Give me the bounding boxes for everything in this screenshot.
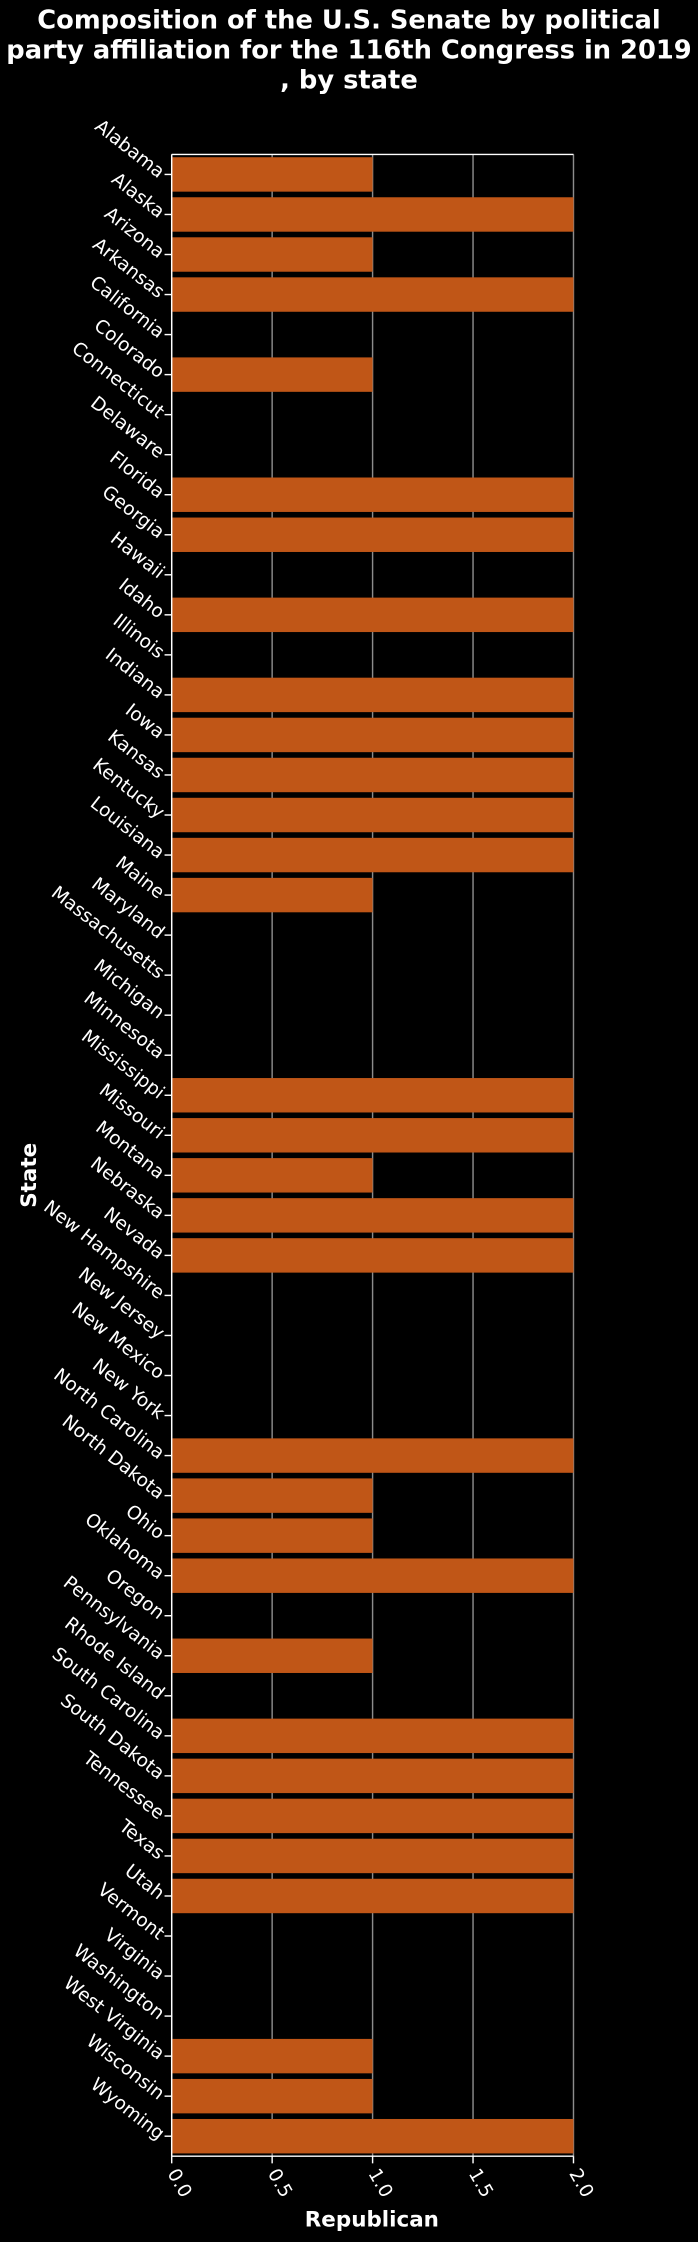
bar [171,1438,574,1473]
bar [171,197,574,232]
title-box: Composition of the U.S. Senate by politi… [6,5,692,96]
bar [171,597,574,633]
bar [171,477,574,512]
bar [171,2078,373,2114]
bar [171,1798,574,1834]
bar [171,1718,574,1754]
bar [171,277,574,312]
chart-title: Composition of the U.S. Senate by politi… [6,5,692,96]
bar [171,877,373,913]
bar [171,1198,574,1233]
bar [171,717,574,753]
bar [171,1558,574,1593]
bar [171,837,574,873]
bar [171,1478,373,1513]
bar [171,237,373,272]
bar [171,2038,373,2074]
bar [171,1758,574,1794]
x-axis-label: Republican [305,2208,439,2233]
bar [171,1838,574,1874]
bar [171,357,373,392]
bar [171,757,574,793]
bar [171,1518,373,1553]
bar [171,517,574,552]
bar [171,797,574,833]
y-axis-label: State [17,1143,42,1208]
bar [171,1238,574,1273]
bar [171,157,373,192]
bar [171,2118,574,2154]
bar [171,1078,574,1113]
bar [171,1118,574,1153]
bar [171,1878,574,1914]
bar [171,1158,373,1193]
bar [171,1638,373,1673]
bar [171,677,574,713]
